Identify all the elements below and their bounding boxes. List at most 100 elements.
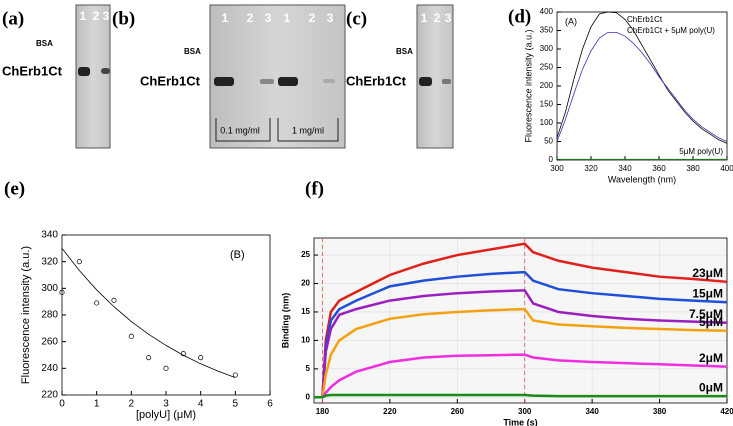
data-point <box>59 289 65 295</box>
x-tick-label: 300 <box>550 164 564 173</box>
y-tick-label: 350 <box>540 26 554 35</box>
gel-band <box>323 79 335 83</box>
y-axis-label: Fluorescence intensity (a.u.) <box>523 29 533 142</box>
group-bracket <box>215 118 339 142</box>
y-tick-label: 300 <box>540 44 554 53</box>
y-tick-label: 220 <box>41 390 58 401</box>
y-tick-label: 250 <box>540 63 554 72</box>
gel-band <box>101 68 110 74</box>
x-tick-label: 3 <box>163 399 169 410</box>
x-tick-label: 300 <box>518 407 532 416</box>
lane-label: 1 <box>80 9 87 23</box>
x-tick-label: 4 <box>198 399 204 410</box>
legend-label: ChErb1Ct + 5μM poly(U) <box>627 26 715 35</box>
lane-label: 2 <box>93 9 100 23</box>
y-tick-label: 20 <box>301 279 310 288</box>
legend-label: ChErb1Ct <box>627 15 663 24</box>
legend-label: 5μM poly(U) <box>679 147 723 156</box>
gel-b: (b) 1 2 3 1 2 3 0.1 mg/ml 1 mg/ml BSA Ch… <box>112 4 346 149</box>
band-label: ChErb1Ct <box>2 63 63 78</box>
y-tick-label: 150 <box>540 100 554 109</box>
panel-label: (e) <box>4 178 25 199</box>
plot-frame <box>556 11 728 161</box>
y-tick-label: 15 <box>301 307 310 316</box>
series-line <box>314 393 727 399</box>
panel-label: (c) <box>346 8 367 29</box>
gel-a: (a) 1 2 3 BSA ChErb1Ct <box>2 4 111 149</box>
x-tick-label: 380 <box>686 164 700 173</box>
y-tick-label: 10 <box>301 336 310 345</box>
gel <box>75 4 111 149</box>
gel-c: (c) 1 2 3 BSA ChErb1Ct <box>346 4 454 149</box>
lane-label: 2 <box>247 11 254 25</box>
annotation: (A) <box>565 16 577 26</box>
y-tick-label: 240 <box>41 363 58 374</box>
chart: (d) 0 50 100 150 200 250 300 350 400 300 320 340 360 3… <box>508 6 733 184</box>
x-tick-label: 320 <box>584 164 598 173</box>
x-axis-label: Time (s) <box>503 417 537 426</box>
data-point <box>94 300 100 306</box>
legend-label: 23μM <box>692 266 723 280</box>
gel-band <box>419 77 432 86</box>
y-tick-label: 280 <box>41 310 58 321</box>
data-point <box>163 365 169 371</box>
legend-label: 15μM <box>692 286 723 300</box>
data-point <box>128 333 134 339</box>
x-tick-label: 220 <box>383 407 397 416</box>
y-tick-label: 0 <box>549 155 554 164</box>
y-tick-label: 0 <box>306 392 311 401</box>
x-tick-label: 5 <box>233 399 239 410</box>
x-tick-label: 6 <box>267 399 273 410</box>
y-tick-label: 50 <box>544 137 553 146</box>
data-point <box>232 372 238 378</box>
x-tick-label: 420 <box>720 407 733 416</box>
y-tick-label: 340 <box>41 230 58 241</box>
gel-band <box>78 67 90 76</box>
legend-label: 7.5μM <box>689 307 723 321</box>
marker-label: BSA <box>396 47 413 56</box>
x-tick-label: 260 <box>451 407 465 416</box>
x-tick-label: 2 <box>129 399 135 410</box>
series-line <box>314 270 728 399</box>
x-tick-label: 400 <box>720 164 733 173</box>
lane-label: 3 <box>445 11 452 25</box>
y-axis-label: Fluorescence intensity (a.u.) <box>20 246 32 384</box>
chart: (f) 0 5 10 15 20 25 180 220 260 300 340 380 420 Time (… <box>280 178 733 426</box>
series-line <box>61 248 236 379</box>
chart: (e) 220 240 260 280 300 320 340 0 1 2 3 4 5 6 [polyU] (… <box>4 178 273 421</box>
x-tick-label: 1 <box>94 399 100 410</box>
y-axis-label: Binding (nm) <box>280 293 290 349</box>
gel-band <box>214 77 234 86</box>
panel-label: (a) <box>2 8 24 29</box>
group-label: 1 mg/ml <box>292 125 324 135</box>
lane-label: 1 <box>284 11 291 25</box>
series-line <box>314 289 728 399</box>
legend-label: 0μM <box>699 380 723 394</box>
series-line <box>556 11 728 144</box>
x-tick-label: 340 <box>618 164 632 173</box>
x-tick-label: 0 <box>59 399 65 410</box>
band-label: ChErb1Ct <box>346 73 407 88</box>
gel-band <box>260 79 274 84</box>
gel-band <box>442 79 451 84</box>
lane-label: 3 <box>265 11 272 25</box>
y-tick-label: 25 <box>301 250 310 259</box>
plot-frame <box>313 237 728 404</box>
x-tick-label: 180 <box>316 407 330 416</box>
y-tick-label: 400 <box>540 7 554 16</box>
series-line <box>314 242 728 399</box>
annotation: (B) <box>230 249 245 261</box>
lane-label: 2 <box>434 11 441 25</box>
data-point <box>198 355 204 361</box>
y-tick-label: 200 <box>540 81 554 90</box>
series-line <box>314 307 728 399</box>
lane-label: 3 <box>103 9 110 23</box>
x-tick-label: 380 <box>653 407 667 416</box>
data-point <box>76 259 82 265</box>
y-tick-label: 260 <box>41 336 58 347</box>
gel <box>416 4 454 149</box>
panel-label: (b) <box>112 8 135 29</box>
marker-label: BSA <box>184 47 201 56</box>
y-tick-label: 320 <box>41 256 58 267</box>
